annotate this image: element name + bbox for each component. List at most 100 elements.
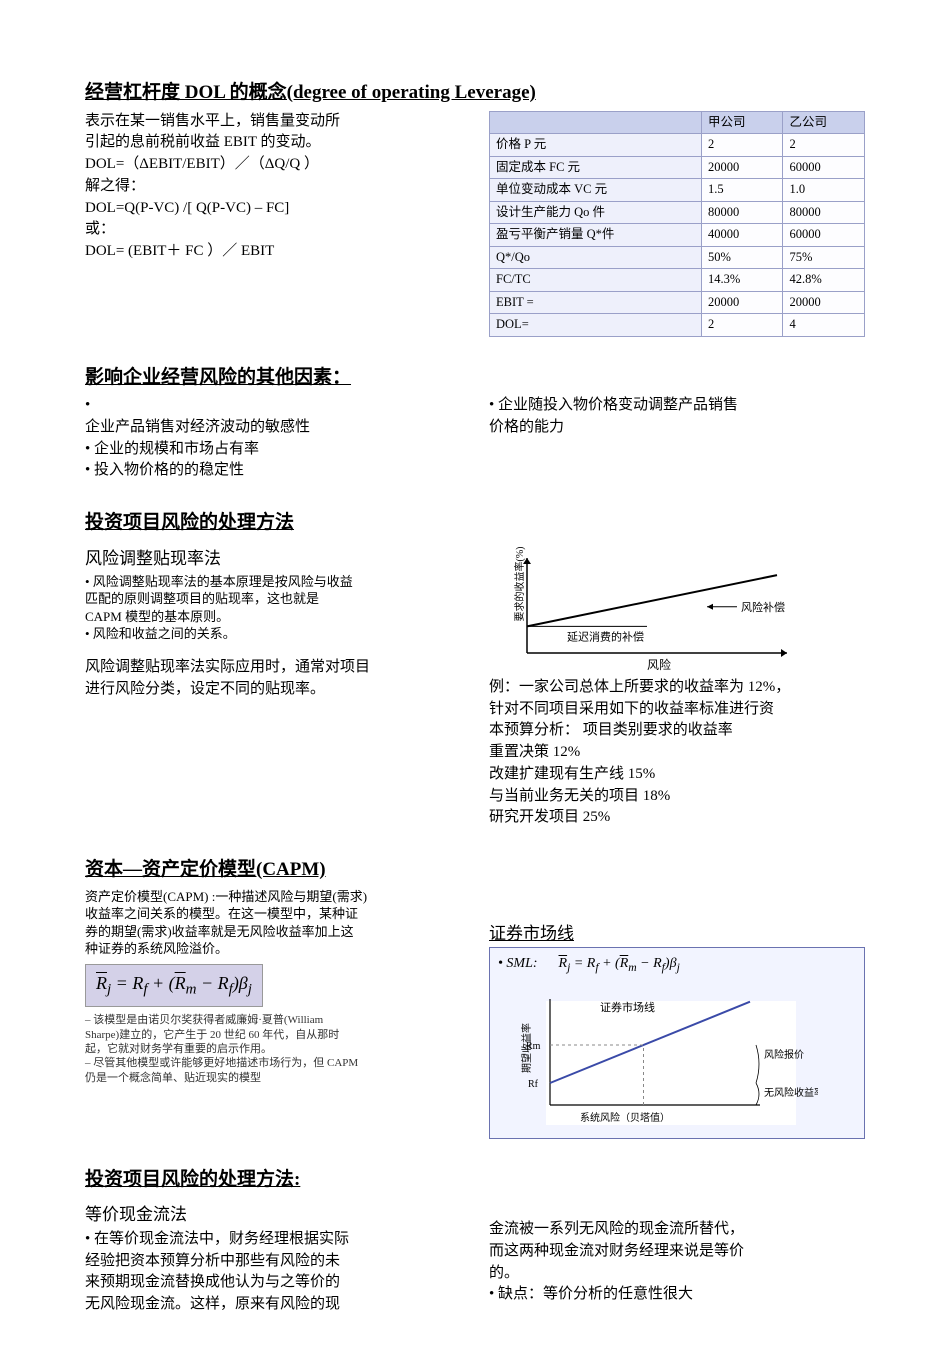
dol-row-7-label: EBIT = xyxy=(490,291,702,314)
section5-subtitle: 等价现金流法 xyxy=(85,1203,465,1227)
dol-row-4-label: 盈亏平衡产销量 Q*件 xyxy=(490,224,702,247)
dol-row-8-a: 2 xyxy=(702,314,783,337)
s4-l1: 收益率之间关系的模型。在这一模型中，某种证 xyxy=(85,905,465,923)
s4-l0: 资产定价模型(CAPM) :一种描述风险与期望(需求) xyxy=(85,888,465,906)
section5-cols: 等价现金流法 • 在等价现金流法中，财务经理根据实际 经验把资本预算分析中那些有… xyxy=(85,1197,865,1316)
dol-row-6-b: 42.8% xyxy=(783,269,865,292)
s1-l2: DOL=（ΔEBIT/EBIT）／（ΔQ/Q ） xyxy=(85,154,465,176)
svg-text:延迟消费的补偿: 延迟消费的补偿 xyxy=(567,629,644,643)
s5-l0: • 在等价现金流法中，财务经理根据实际 xyxy=(85,1229,465,1251)
s3-r2: 本预算分析： 项目类别要求的收益率 xyxy=(489,720,865,742)
dol-row-7-b: 20000 xyxy=(783,291,865,314)
svg-text:证券市场线: 证券市场线 xyxy=(600,1000,655,1014)
s3-sm3: • 风险和收益之间的关系。 xyxy=(85,625,465,643)
section2-right: • 企业随投入物价格变动调整产品销售 价格的能力 xyxy=(489,395,865,482)
section2-title: 影响企业经营风险的其他因素： xyxy=(85,365,865,392)
s4-t2: 起，它就对财务学有重要的启示作用。 xyxy=(85,1042,465,1056)
dol-row-1-label: 固定成本 FC 元 xyxy=(490,156,702,179)
dol-h0 xyxy=(490,111,702,134)
section4-cols: 资产定价模型(CAPM) :一种描述风险与期望(需求) 收益率之间关系的模型。在… xyxy=(85,888,865,1139)
sml-title: 证券市场线 xyxy=(489,922,865,946)
dol-row-5-label: Q*/Qo xyxy=(490,246,702,269)
dol-row-0-a: 2 xyxy=(702,134,783,157)
dol-row-4-a: 40000 xyxy=(702,224,783,247)
dol-h1: 甲公司 xyxy=(702,111,783,134)
s4-tiny: – 该模型是由诺贝尔奖获得者威廉姆·夏普(William Sharpe)建立的，… xyxy=(85,1013,465,1084)
section2-left: • 企业产品销售对经济波动的敏感性 • 企业的规模和市场占有率 • 投入物价格的… xyxy=(85,395,465,482)
dol-row-4-b: 60000 xyxy=(783,224,865,247)
dol-row-1-b: 60000 xyxy=(783,156,865,179)
s1-l0: 表示在某一销售水平上，销售量变动所 xyxy=(85,111,465,133)
svg-text:系统风险（贝塔值）: 系统风险（贝塔值） xyxy=(580,1111,670,1124)
section3-right: 风险补偿延迟消费的补偿风险要求的收益率(%) 例：一家公司总体上所要求的收益率为… xyxy=(489,541,865,829)
s2-l0: • xyxy=(85,395,465,417)
dol-row-3-a: 80000 xyxy=(702,201,783,224)
dol-row-3-label: 设计生产能力 Qo 件 xyxy=(490,201,702,224)
section1-title: 经营杠杆度 DOL 的概念(degree of operating Levera… xyxy=(85,80,865,107)
dol-row-8-b: 4 xyxy=(783,314,865,337)
sml-formula: Rj = Rf + (Rm − Rf)βj xyxy=(559,956,680,971)
section5-left: 等价现金流法 • 在等价现金流法中，财务经理根据实际 经验把资本预算分析中那些有… xyxy=(85,1197,465,1316)
dol-row-6-label: FC/TC xyxy=(490,269,702,292)
s2-r0: • 企业随投入物价格变动调整产品销售 xyxy=(489,395,865,417)
dol-table: 甲公司 乙公司 价格 P 元22固定成本 FC 元2000060000单位变动成… xyxy=(489,111,865,337)
section5-right: 金流被一系列无风险的现金流所替代， 而这两种现金流对财务经理来说是等价 的。 •… xyxy=(489,1197,865,1316)
section5-title: 投资项目风险的处理方法: xyxy=(85,1167,865,1194)
section1-left: 表示在某一销售水平上，销售量变动所 引起的息前税前收益 EBIT 的变动。 DO… xyxy=(85,111,465,337)
s3-r0: 例：一家公司总体上所要求的收益率为 12%， xyxy=(489,677,865,699)
s3-b0: 风险调整贴现率法实际应用时，通常对项目 xyxy=(85,657,465,679)
dol-row-0-b: 2 xyxy=(783,134,865,157)
dol-row-5-b: 75% xyxy=(783,246,865,269)
svg-text:期望收益率: 期望收益率 xyxy=(520,1023,533,1073)
dol-row-6-a: 14.3% xyxy=(702,269,783,292)
dol-row-7-a: 20000 xyxy=(702,291,783,314)
s1-l1: 引起的息前税前收益 EBIT 的变动。 xyxy=(85,132,465,154)
svg-text:要求的收益率(%): 要求的收益率(%) xyxy=(513,546,526,621)
s3-r6: 研究开发项目 25% xyxy=(489,807,865,829)
s3-sm0: • 风险调整贴现率法的基本原理是按风险与收益 xyxy=(85,573,465,591)
svg-text:风险: 风险 xyxy=(647,657,671,671)
section3-title: 投资项目风险的处理方法 xyxy=(85,510,865,537)
risk-return-chart: 风险补偿延迟消费的补偿风险要求的收益率(%) xyxy=(489,541,865,671)
s3-r4: 改建扩建现有生产线 15% xyxy=(489,764,865,786)
dol-row-2-b: 1.0 xyxy=(783,179,865,202)
s5-r3: • 缺点：等价分析的任意性很大 xyxy=(489,1284,865,1306)
s4-t4: 仍是一个概念简单、贴近现实的模型 xyxy=(85,1071,465,1085)
sml-header: • SML: xyxy=(498,956,538,971)
section4-right: 证券市场线 • SML: Rj = Rf + (Rm − Rf)βj 证券市场线… xyxy=(489,888,865,1139)
s2-l1: 企业产品销售对经济波动的敏感性 xyxy=(85,417,465,439)
s3-b1: 进行风险分类，设定不同的贴现率。 xyxy=(85,679,465,701)
dol-row-2-a: 1.5 xyxy=(702,179,783,202)
section4-title: 资本—资产定价模型(CAPM) xyxy=(85,857,865,884)
s1-l4: DOL=Q(P-VC) /[ Q(P-VC) – FC] xyxy=(85,198,465,220)
s3-right-body: 例：一家公司总体上所要求的收益率为 12%， 针对不同项目采用如下的收益率标准进… xyxy=(489,677,865,829)
s1-l5: 或： xyxy=(85,219,465,241)
sml-chart-box: • SML: Rj = Rf + (Rm − Rf)βj 证券市场线RfR̄m风… xyxy=(489,947,865,1138)
section4-left: 资产定价模型(CAPM) :一种描述风险与期望(需求) 收益率之间关系的模型。在… xyxy=(85,888,465,1139)
section3-subtitle: 风险调整贴现率法 xyxy=(85,547,465,571)
svg-text:无风险收益率: 无风险收益率 xyxy=(764,1086,818,1099)
dol-row-8-label: DOL= xyxy=(490,314,702,337)
svg-text:风险报价: 风险报价 xyxy=(764,1048,804,1061)
s5-l3: 无风险现金流。这样，原来有风险的现 xyxy=(85,1294,465,1316)
svg-text:Rf: Rf xyxy=(528,1079,539,1090)
s1-l6: DOL= (EBIT＋ FC ）／ EBIT xyxy=(85,241,465,263)
dol-h2: 乙公司 xyxy=(783,111,865,134)
dol-row-2-label: 单位变动成本 VC 元 xyxy=(490,179,702,202)
s5-r2: 的。 xyxy=(489,1263,865,1285)
s4-l3: 种证券的系统风险溢价。 xyxy=(85,940,465,958)
section2-cols: • 企业产品销售对经济波动的敏感性 • 企业的规模和市场占有率 • 投入物价格的… xyxy=(85,395,865,482)
s4-t0: – 该模型是由诺贝尔奖获得者威廉姆·夏普(William xyxy=(85,1013,465,1027)
s4-l2: 券的期望(需求)收益率就是无风险收益率加上这 xyxy=(85,923,465,941)
dol-row-5-a: 50% xyxy=(702,246,783,269)
s4-t3: – 尽管其他模型或许能够更好地描述市场行为，但 CAPM xyxy=(85,1056,465,1070)
section3-cols: 风险调整贴现率法 • 风险调整贴现率法的基本原理是按风险与收益 匹配的原则调整项… xyxy=(85,541,865,829)
section1-cols: 表示在某一销售水平上，销售量变动所 引起的息前税前收益 EBIT 的变动。 DO… xyxy=(85,111,865,337)
s3-r1: 针对不同项目采用如下的收益率标准进行资 xyxy=(489,699,865,721)
s1-l3: 解之得： xyxy=(85,176,465,198)
s5-r0: 金流被一系列无风险的现金流所替代， xyxy=(489,1219,865,1241)
s5-l2: 来预期现金流替换成他认为与之等价的 xyxy=(85,1272,465,1294)
section3-left: 风险调整贴现率法 • 风险调整贴现率法的基本原理是按风险与收益 匹配的原则调整项… xyxy=(85,541,465,829)
s5-r1: 而这两种现金流对财务经理来说是等价 xyxy=(489,1241,865,1263)
s5-l1: 经验把资本预算分析中那些有风险的未 xyxy=(85,1251,465,1273)
